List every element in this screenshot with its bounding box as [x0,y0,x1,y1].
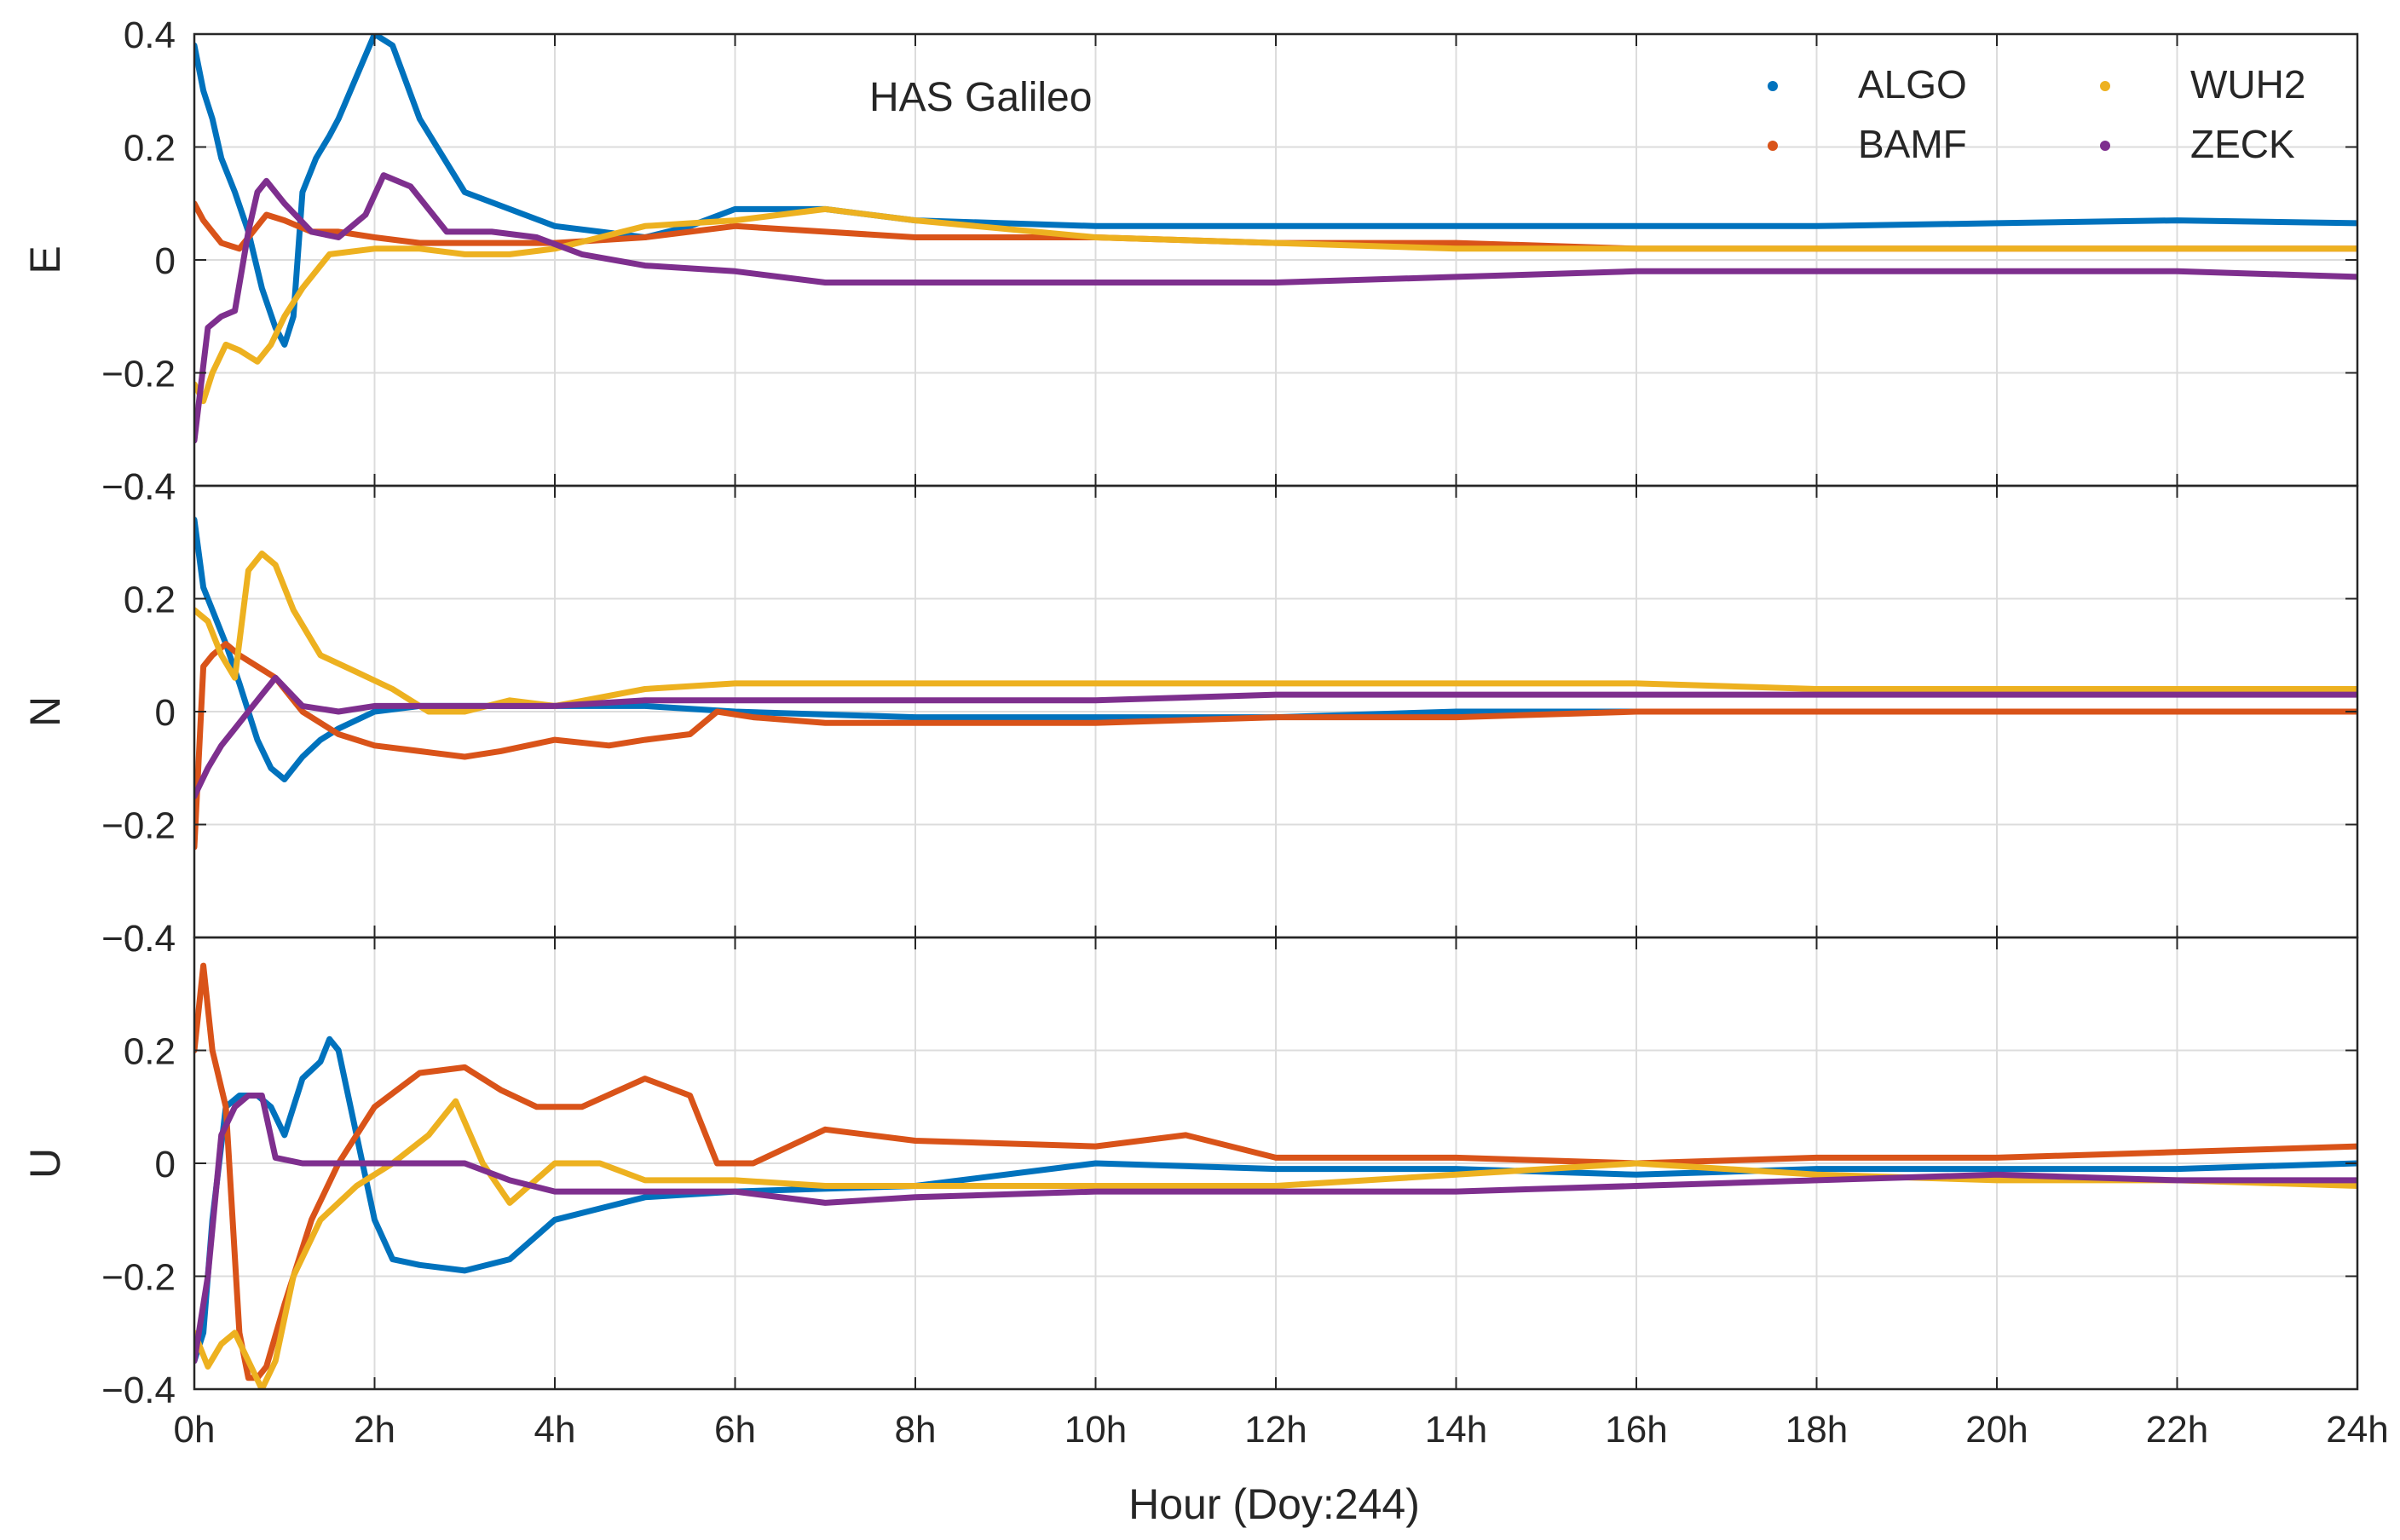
x-tick-label: 12h [1244,1409,1307,1451]
x-tick-label: 8h [895,1409,937,1451]
x-tick-label: 2h [354,1409,395,1451]
legend-marker-zeck [2100,141,2110,151]
y-tick-label: −0.4 [101,466,176,508]
y-tick-label: −0.4 [101,918,176,960]
y-axis-label: E [21,245,69,274]
legend-label-bamf: BAMF [1858,122,1967,166]
panel-e: −0.4 −0.2 0 0.2 0.4 E [21,14,2359,508]
series-line-wuh2 [194,1098,2357,1389]
y-tick-label: 0.4 [124,14,176,56]
legend: ALGO BAMF WUH2 ZECK [1768,62,2305,166]
series-line-zeck [194,674,2357,799]
y-tick-label: 0.4 [124,918,176,960]
legend-label-zeck: ZECK [2190,122,2295,166]
series-group [194,34,2357,444]
legend-label-wuh2: WUH2 [2190,62,2305,107]
panel-n: −0.4 −0.2 0 0.2 0.4 N [21,466,2359,960]
series-line-algo [194,34,2357,348]
y-tick-label: 0 [155,240,176,282]
series-line-zeck [194,1093,2357,1364]
legend-marker-algo [1768,81,1778,91]
series-line-bamf [194,641,2357,851]
series-group [194,962,2357,1389]
x-tick-label: 24h [2326,1409,2388,1451]
x-tick-label: 16h [1605,1409,1667,1451]
y-tick-label: 0.2 [124,580,176,621]
x-tick-label: 14h [1425,1409,1487,1451]
series-line-zeck [194,172,2357,444]
y-tick-label: −0.2 [101,1257,176,1299]
x-tick-label: 20h [1965,1409,2028,1451]
x-tick-label: 4h [534,1409,576,1451]
y-tick-label: 0 [155,1144,176,1185]
x-tick-label: 10h [1064,1409,1127,1451]
y-tick-label: 0 [155,692,176,734]
x-axis-label: Hour (Doy:244) [1128,1480,1420,1528]
legend-label-algo: ALGO [1858,62,1967,107]
y-axis-label: N [21,696,69,727]
y-axis-label: U [21,1148,69,1179]
x-tick-label: 18h [1786,1409,1848,1451]
y-tick-label: 0.2 [124,128,176,170]
series-group [194,516,2357,851]
y-tick-label: −0.2 [101,805,176,847]
series-line-wuh2 [194,551,2357,715]
series-line-wuh2 [194,205,2357,405]
x-tick-label: 22h [2146,1409,2208,1451]
y-tick-label: −0.4 [101,1370,176,1411]
panel-u: −0.4 −0.2 0 0.2 0.4 U 0h 2h 4h 6h 8h 10h 12h 14h 16h 18… [21,918,2389,1451]
legend-marker-bamf [1768,141,1778,151]
legend-marker-wuh2 [2100,81,2110,91]
x-tick-label: 6h [714,1409,756,1451]
chart-panels: −0.4 −0.2 0 0.2 0.4 E −0.4 −0.2 0 0.2 0.4 N −0.4 −0.2… [21,14,2389,1451]
series-line-bamf [194,962,2357,1381]
y-tick-label: 0.2 [124,1031,176,1073]
y-tick-label: 0.4 [124,466,176,508]
x-tick-label: 0h [174,1409,216,1451]
y-tick-label: −0.2 [101,354,176,395]
chart-title: HAS Galileo [869,75,1092,120]
